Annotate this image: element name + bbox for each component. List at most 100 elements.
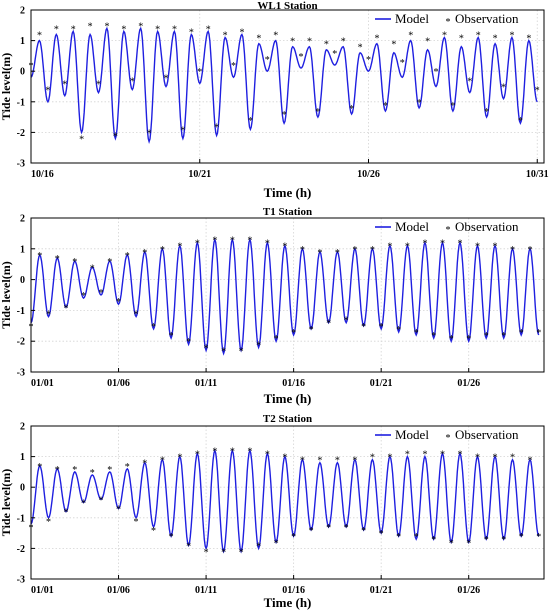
observation-point: * xyxy=(526,34,531,45)
observation-point: * xyxy=(317,456,322,467)
observation-point: * xyxy=(195,450,200,461)
observation-point: * xyxy=(431,535,436,546)
observation-point: * xyxy=(204,547,209,558)
observation-point: * xyxy=(307,37,312,48)
observation-point: * xyxy=(256,340,261,351)
legend: Model * Observation xyxy=(375,427,519,444)
observation-point: * xyxy=(510,453,515,464)
observation-point: * xyxy=(239,346,244,357)
observation-point: * xyxy=(113,131,118,142)
observation-point: * xyxy=(239,547,244,558)
observation-point: * xyxy=(484,107,489,118)
observation-point: * xyxy=(282,242,287,253)
observation-point: * xyxy=(391,40,396,51)
observation-point: * xyxy=(55,254,60,265)
observation-point: * xyxy=(315,107,320,118)
observation-point: * xyxy=(265,450,270,461)
x-tick-label: 10/26 xyxy=(357,169,380,180)
observation-point: * xyxy=(273,30,278,41)
observation-point: * xyxy=(274,538,279,549)
observation-point: * xyxy=(99,288,104,299)
observation-point: * xyxy=(442,30,447,41)
observation-point: * xyxy=(230,446,235,457)
observation-point: * xyxy=(466,334,471,345)
y-axis-label: Tide level(m) xyxy=(0,469,13,536)
legend-observation-swatch: * xyxy=(446,225,451,236)
chart-panel-3: * * * * * * * * * * * * * * * * * * * * * * * * * * * * * * * * * * * * * * * *… xyxy=(0,413,545,610)
x-tick-label: 01/11 xyxy=(195,585,217,596)
observation-point: * xyxy=(256,34,261,45)
observation-point: * xyxy=(344,316,349,327)
observation-point: * xyxy=(177,453,182,464)
observation-point: * xyxy=(81,499,86,510)
observation-point: * xyxy=(527,456,532,467)
observation-point: * xyxy=(536,328,541,339)
observation-point: * xyxy=(358,43,363,54)
observation-point: * xyxy=(396,325,401,336)
observation-point: * xyxy=(223,30,228,41)
observation-point: * xyxy=(274,334,279,345)
series-model-line xyxy=(30,26,538,144)
observation-point: * xyxy=(180,125,185,136)
observation-point: * xyxy=(414,532,419,543)
x-tick-label: 01/06 xyxy=(107,378,130,389)
observation-point: * xyxy=(366,55,371,66)
observation-point: * xyxy=(79,135,84,146)
y-tick-label: -2 xyxy=(17,337,25,348)
observation-point: * xyxy=(71,24,76,35)
observation-point: * xyxy=(282,110,287,121)
observation-point: * xyxy=(422,450,427,461)
observation-point: * xyxy=(46,309,51,320)
observation-point: * xyxy=(317,248,322,259)
observation-point: * xyxy=(186,337,191,348)
observation-point: * xyxy=(370,245,375,256)
observation-point: * xyxy=(379,322,384,333)
observation-point: * xyxy=(130,76,135,87)
observation-point: * xyxy=(440,239,445,250)
observation-point: * xyxy=(72,257,77,268)
observation-point: * xyxy=(248,116,253,127)
observation-point: * xyxy=(37,30,42,41)
y-axis-label: Tide level(m) xyxy=(0,53,13,120)
observation-point: * xyxy=(335,248,340,259)
observation-point: * xyxy=(536,532,541,543)
y-tick-label: -3 xyxy=(17,575,25,586)
observation-point: * xyxy=(221,346,226,357)
observation-point: * xyxy=(518,116,523,127)
x-tick-label: 10/16 xyxy=(31,169,54,180)
y-tick-label: -1 xyxy=(17,513,25,524)
observation-point: * xyxy=(300,245,305,256)
x-axis-label: Time (h) xyxy=(264,391,312,406)
observation-point: * xyxy=(138,21,143,32)
observation-point: * xyxy=(434,67,439,78)
observation-point: * xyxy=(484,535,489,546)
observation-point: * xyxy=(147,128,152,139)
observation-point: * xyxy=(299,52,304,63)
observation-point: * xyxy=(155,24,160,35)
x-tick-label: 01/11 xyxy=(195,378,217,389)
observation-point: * xyxy=(476,30,481,41)
legend-observation-swatch: * xyxy=(446,433,451,444)
observation-point: * xyxy=(172,24,177,35)
observation-point: * xyxy=(361,526,366,537)
observation-point: * xyxy=(352,456,357,467)
y-tick-label: 2 xyxy=(20,214,25,225)
plot-frame xyxy=(30,425,545,580)
observation-point: * xyxy=(449,538,454,549)
observation-point: * xyxy=(81,291,86,302)
observation-point: * xyxy=(290,37,295,48)
observation-point: * xyxy=(309,325,314,336)
observation-point: * xyxy=(326,523,331,534)
legend: Model * Observation xyxy=(375,219,519,236)
observation-point: * xyxy=(457,450,462,461)
observation-point: * xyxy=(164,73,169,84)
observation-point: * xyxy=(501,535,506,546)
observation-point: * xyxy=(72,465,77,476)
x-tick-label: 01/21 xyxy=(370,378,393,389)
observation-point: * xyxy=(88,21,93,32)
observation-point: * xyxy=(379,529,384,540)
observation-point: * xyxy=(349,104,354,115)
observation-point: * xyxy=(405,450,410,461)
observation-point: * xyxy=(221,547,226,558)
observation-point: * xyxy=(134,517,139,528)
